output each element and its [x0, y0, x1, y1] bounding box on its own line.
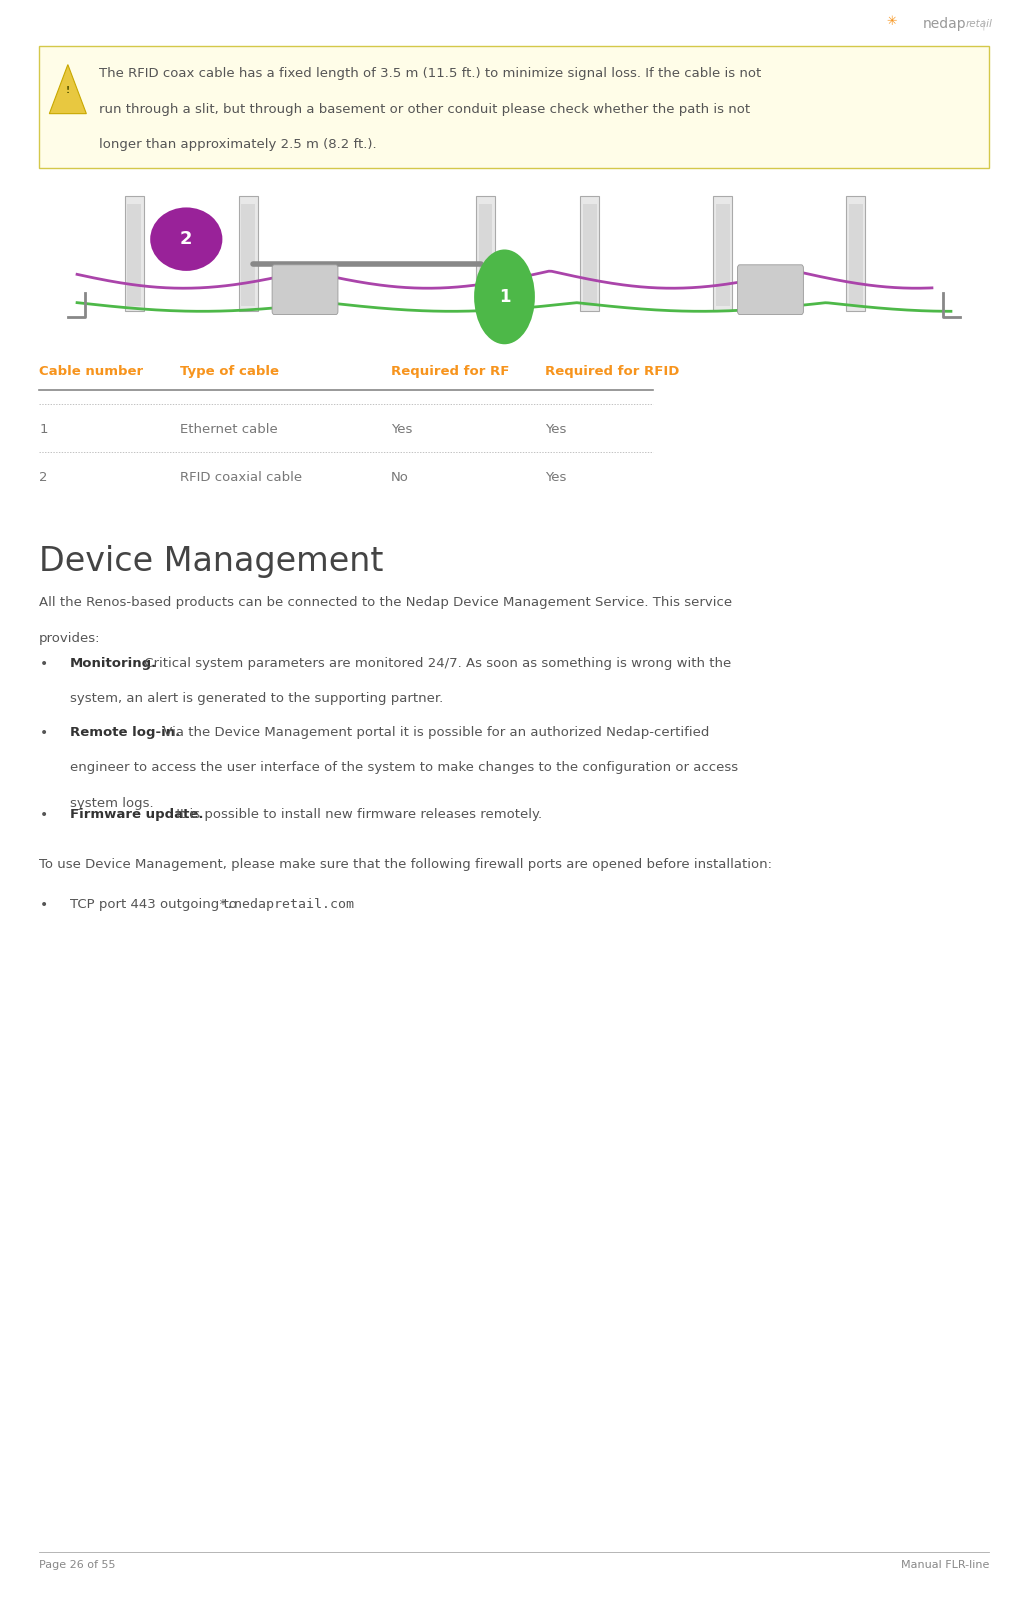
Text: Required for RFID: Required for RFID: [545, 365, 680, 378]
FancyBboxPatch shape: [737, 264, 804, 314]
Text: No: No: [391, 471, 408, 484]
Text: ✳: ✳: [886, 14, 896, 29]
FancyBboxPatch shape: [124, 196, 144, 311]
Text: •: •: [40, 808, 48, 822]
Text: RFID coaxial cable: RFID coaxial cable: [180, 471, 302, 484]
Text: Remote log-in.: Remote log-in.: [70, 726, 180, 739]
Text: Yes: Yes: [391, 423, 412, 436]
Text: system logs.: system logs.: [70, 797, 153, 810]
Text: provides:: provides:: [39, 632, 101, 644]
Text: Required for RF: Required for RF: [391, 365, 509, 378]
Text: !: !: [66, 87, 70, 95]
FancyBboxPatch shape: [581, 196, 599, 311]
Text: Page 26 of 55: Page 26 of 55: [39, 1560, 115, 1569]
Text: The RFID coax cable has a fixed length of 3.5 m (11.5 ft.) to minimize signal lo: The RFID coax cable has a fixed length o…: [99, 67, 761, 80]
Text: To use Device Management, please make sure that the following firewall ports are: To use Device Management, please make su…: [39, 858, 772, 870]
FancyBboxPatch shape: [479, 204, 492, 306]
FancyBboxPatch shape: [476, 196, 495, 311]
Text: 1: 1: [499, 289, 510, 306]
Text: •: •: [40, 726, 48, 741]
Text: 1: 1: [39, 423, 47, 436]
Text: retail: retail: [965, 19, 992, 29]
Polygon shape: [49, 64, 86, 114]
FancyBboxPatch shape: [713, 196, 733, 311]
FancyBboxPatch shape: [849, 204, 862, 306]
FancyBboxPatch shape: [39, 184, 989, 329]
Text: It is possible to install new firmware releases remotely.: It is possible to install new firmware r…: [172, 808, 542, 821]
Ellipse shape: [150, 207, 222, 271]
Text: Ethernet cable: Ethernet cable: [180, 423, 278, 436]
Text: Yes: Yes: [545, 471, 566, 484]
Text: run through a slit, but through a basement or other conduit please check whether: run through a slit, but through a baseme…: [99, 103, 749, 115]
Text: All the Renos-based products can be connected to the Nedap Device Management Ser: All the Renos-based products can be conn…: [39, 596, 732, 609]
Text: *.nedapretail.com: *.nedapretail.com: [219, 898, 355, 911]
FancyBboxPatch shape: [127, 204, 141, 306]
Text: TCP port 443 outgoing to: TCP port 443 outgoing to: [70, 898, 241, 911]
Text: 2: 2: [39, 471, 47, 484]
Text: 2: 2: [180, 231, 192, 248]
Text: Monitoring.: Monitoring.: [70, 657, 157, 670]
FancyBboxPatch shape: [238, 196, 258, 311]
Text: nedap: nedap: [923, 16, 966, 30]
Text: Cable number: Cable number: [39, 365, 143, 378]
Text: •: •: [40, 657, 48, 672]
Text: longer than approximately 2.5 m (8.2 ft.).: longer than approximately 2.5 m (8.2 ft.…: [99, 138, 376, 151]
FancyBboxPatch shape: [272, 264, 338, 314]
FancyBboxPatch shape: [39, 46, 989, 168]
Text: |: |: [981, 19, 985, 30]
Text: Manual FLR-line: Manual FLR-line: [901, 1560, 989, 1569]
Text: Critical system parameters are monitored 24/7. As soon as something is wrong wit: Critical system parameters are monitored…: [140, 657, 731, 670]
Text: engineer to access the user interface of the system to make changes to the confi: engineer to access the user interface of…: [70, 761, 738, 774]
Text: system, an alert is generated to the supporting partner.: system, an alert is generated to the sup…: [70, 692, 443, 705]
Text: Device Management: Device Management: [39, 545, 383, 579]
Text: Via the Device Management portal it is possible for an authorized Nedap-certifie: Via the Device Management portal it is p…: [159, 726, 709, 739]
FancyBboxPatch shape: [242, 204, 255, 306]
FancyBboxPatch shape: [583, 204, 596, 306]
Text: Firmware update.: Firmware update.: [70, 808, 204, 821]
FancyBboxPatch shape: [846, 196, 866, 311]
Text: •: •: [40, 898, 48, 912]
Text: Type of cable: Type of cable: [180, 365, 279, 378]
FancyBboxPatch shape: [717, 204, 730, 306]
Text: Yes: Yes: [545, 423, 566, 436]
Circle shape: [474, 250, 535, 345]
